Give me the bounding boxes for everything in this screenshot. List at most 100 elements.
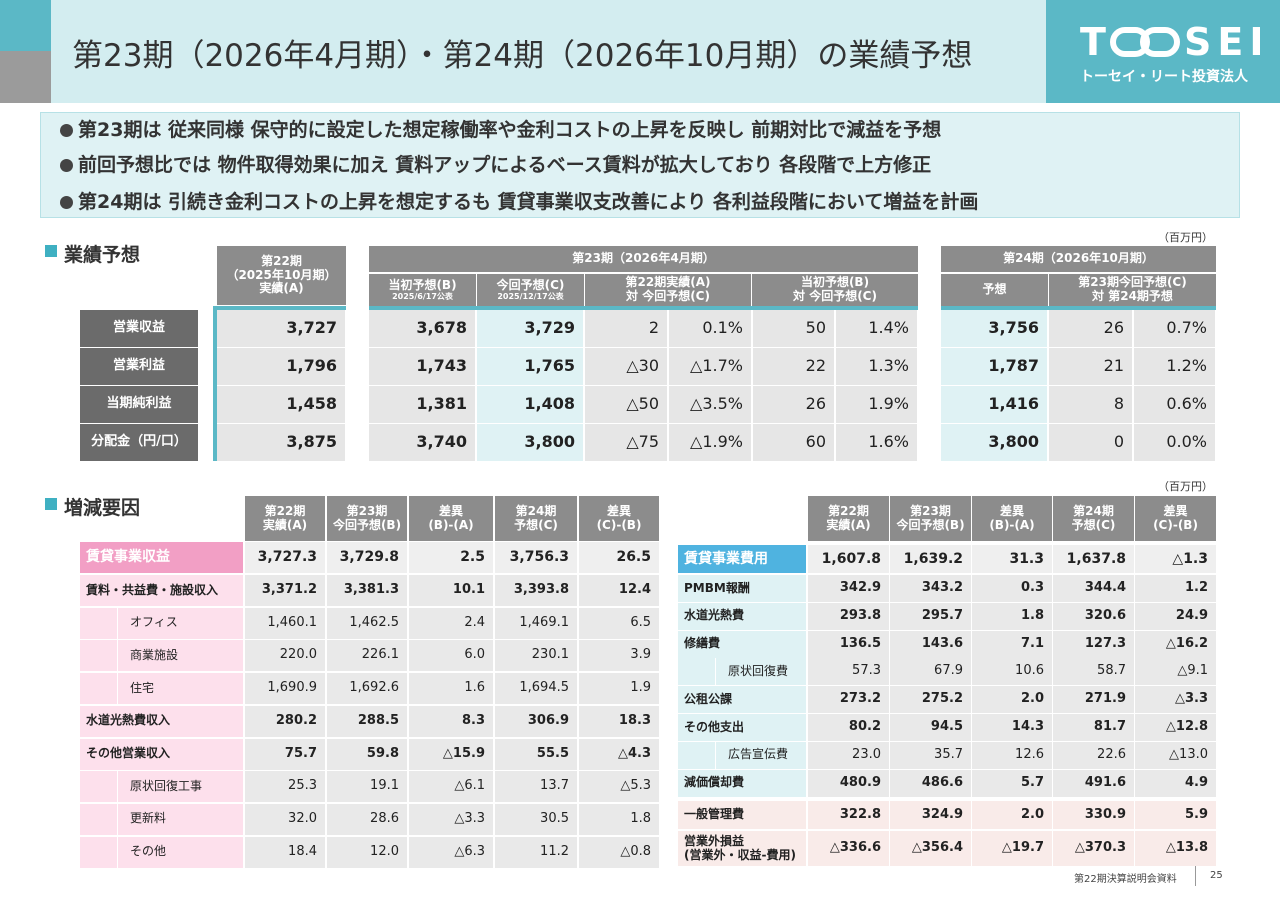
value-cell: 26.5 bbox=[579, 542, 659, 573]
cell-line: 今回予想(B) bbox=[332, 517, 402, 532]
section-title: 増減要因 bbox=[64, 497, 141, 519]
cell-line: 実績(A) bbox=[826, 517, 871, 532]
value-cell: △1.3 bbox=[1135, 545, 1216, 573]
value-cell: 3,381.3 bbox=[327, 575, 407, 606]
value-cell: 75.7 bbox=[245, 738, 325, 770]
value-cell: 271.9 bbox=[1053, 686, 1134, 714]
value-cell: △30 bbox=[585, 348, 667, 385]
value-cell: 3,800 bbox=[477, 424, 583, 461]
page-number: 25 bbox=[1210, 870, 1223, 881]
value-cell: 322.8 bbox=[808, 801, 889, 829]
cell-line: 差異 bbox=[999, 503, 1024, 518]
indent bbox=[80, 836, 117, 868]
value-cell: 1,694.5 bbox=[495, 673, 577, 705]
value-cell: 1,639.2 bbox=[890, 545, 971, 573]
value-cell: 18.4 bbox=[245, 836, 325, 868]
value-cell: 6.0 bbox=[409, 640, 493, 672]
value-cell: 18.3 bbox=[579, 705, 659, 737]
value-cell: △15.9 bbox=[409, 738, 493, 770]
value-cell: △9.1 bbox=[1135, 658, 1216, 686]
value-cell: 1,469.1 bbox=[495, 607, 577, 639]
value-cell: 1,381 bbox=[369, 386, 475, 423]
column-header: 第22期 実績(A) bbox=[245, 496, 325, 541]
cell-line: 第24期 bbox=[1073, 503, 1114, 518]
value-cell: 480.9 bbox=[808, 769, 889, 797]
cell-line: 当初予想(B) bbox=[800, 275, 870, 290]
value-cell: 1,787 bbox=[941, 348, 1047, 385]
cell-line: (C)-(B) bbox=[1153, 517, 1198, 532]
rule bbox=[217, 306, 346, 310]
value-cell: 288.5 bbox=[327, 705, 407, 737]
value-cell: 486.6 bbox=[890, 769, 971, 797]
title: 第23期（2026年4月期）・第24期（2026年10月期）の業績予想 bbox=[72, 38, 973, 74]
cell-line: 対 今回予想(C) bbox=[626, 289, 710, 303]
value-cell: 67.9 bbox=[890, 658, 971, 686]
logo-letter: T bbox=[1080, 20, 1110, 64]
value-cell: 1.8 bbox=[972, 602, 1052, 630]
row-label: 営業収益 bbox=[80, 310, 198, 347]
cell-line: 差異 bbox=[1163, 503, 1188, 518]
value-cell: 23.0 bbox=[808, 741, 889, 769]
value-cell: △16.2 bbox=[1135, 630, 1216, 658]
column-header: 第23期（2026年4月期） bbox=[369, 246, 918, 272]
column-header: 第24期 予想(C) bbox=[495, 496, 577, 541]
value-cell: 24.9 bbox=[1135, 602, 1216, 630]
indent bbox=[80, 673, 117, 705]
value-cell: 280.2 bbox=[245, 705, 325, 737]
value-cell: 1.2 bbox=[1135, 575, 1216, 602]
value-cell: 275.2 bbox=[890, 686, 971, 714]
row-label: 住宅 bbox=[118, 673, 243, 705]
column-header: 第24期（2026年10月期） bbox=[941, 246, 1216, 272]
cell-line: 第24期 bbox=[515, 503, 557, 518]
column-header: 今回予想(C) 2025/12/17公表 bbox=[477, 274, 584, 306]
column-header: 第23期 今回予想(B) bbox=[327, 496, 407, 541]
value-cell: 3,727 bbox=[217, 310, 345, 347]
value-cell: 14.3 bbox=[972, 714, 1052, 741]
value-cell: 10.1 bbox=[409, 575, 493, 606]
cell-line: 2025/6/17公表 bbox=[392, 292, 453, 302]
value-cell: 2.5 bbox=[409, 542, 493, 573]
logo-letter: SEI bbox=[1184, 20, 1270, 64]
value-cell: 273.2 bbox=[808, 686, 889, 714]
section-marker bbox=[45, 245, 57, 257]
column-header: 差異 (C)-(B) bbox=[579, 496, 659, 541]
cell-line: 当初予想(B) bbox=[388, 277, 457, 292]
value-cell: 295.7 bbox=[890, 602, 971, 630]
row-label: 営業外損益 (営業外・収益-費用) bbox=[678, 831, 806, 866]
value-cell: 1,743 bbox=[369, 348, 475, 385]
value-cell: 0.7% bbox=[1134, 310, 1215, 347]
cell-line: 対 第24期予想 bbox=[1092, 289, 1173, 303]
cell-line: 第23期 bbox=[346, 503, 388, 518]
section-marker bbox=[45, 498, 57, 510]
value-cell: 1,796 bbox=[217, 348, 345, 385]
cell-line: 第22期 bbox=[261, 253, 302, 268]
value-cell: 10.6 bbox=[972, 658, 1052, 686]
row-label: 当期純利益 bbox=[80, 386, 198, 423]
column-header: 第24期 予想(C) bbox=[1053, 496, 1134, 541]
value-cell: 8.3 bbox=[409, 705, 493, 737]
value-cell: 127.3 bbox=[1053, 630, 1134, 658]
logo-mark bbox=[1110, 27, 1180, 57]
column-header: 第22期実績(A) 対 今回予想(C) bbox=[585, 274, 751, 306]
value-cell: 7.1 bbox=[972, 630, 1052, 658]
value-cell: 59.8 bbox=[327, 738, 407, 770]
indent bbox=[678, 658, 715, 686]
value-cell: 5.9 bbox=[1135, 801, 1216, 829]
value-cell: 1.2% bbox=[1134, 348, 1215, 385]
value-cell: 0 bbox=[1049, 424, 1132, 461]
value-cell: 2.4 bbox=[409, 607, 493, 639]
cell-line: 第22期 bbox=[828, 503, 869, 518]
value-cell: 3,729 bbox=[477, 310, 583, 347]
row-label: その他 bbox=[118, 836, 243, 868]
value-cell: △3.3 bbox=[409, 803, 493, 835]
row-label: 減価償却費 bbox=[678, 769, 806, 797]
row-label: その他支出 bbox=[678, 714, 806, 741]
value-cell: 21 bbox=[1049, 348, 1132, 385]
value-cell: 1,692.6 bbox=[327, 673, 407, 705]
value-cell: △19.7 bbox=[972, 831, 1052, 866]
value-cell: △1.7% bbox=[669, 348, 751, 385]
value-cell: △4.3 bbox=[579, 738, 659, 770]
cell-line: 実績(A) bbox=[259, 281, 304, 296]
value-cell: △1.9% bbox=[669, 424, 751, 461]
value-cell: 3.9 bbox=[579, 640, 659, 672]
